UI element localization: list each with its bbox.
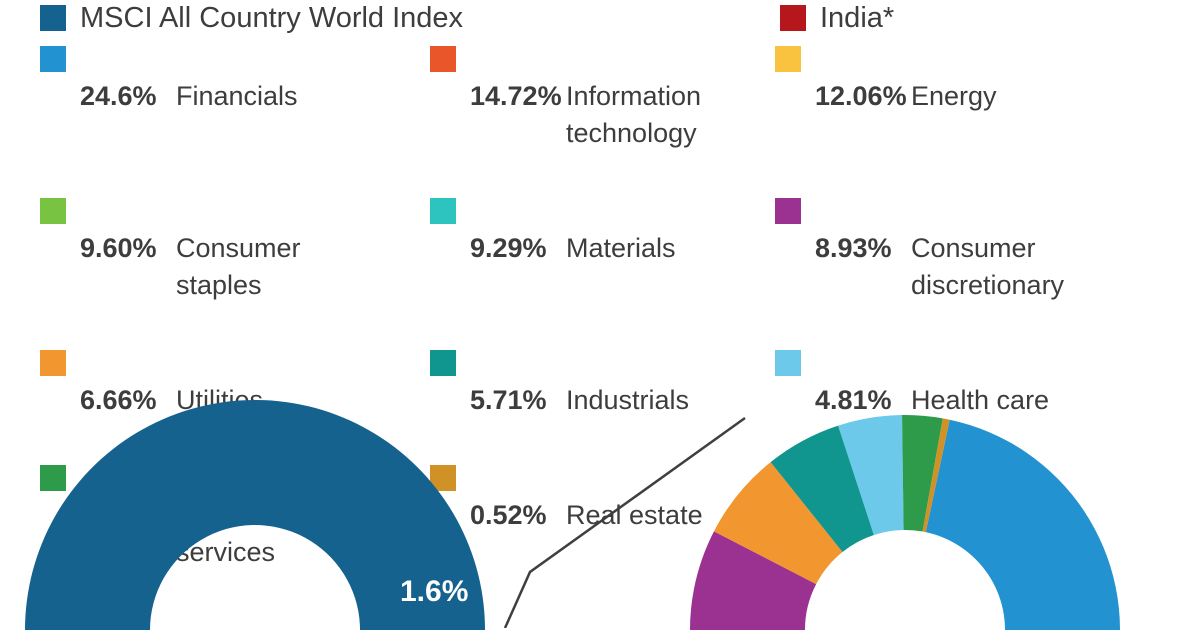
legend-entry-text: 12.06% Energy — [815, 41, 997, 152]
legend-label: Health care — [911, 385, 1050, 415]
legend-swatch-icon — [780, 5, 806, 31]
legend-swatch-icon — [40, 350, 66, 376]
legend-entry-text: 24.6% Financials — [80, 41, 298, 152]
legend-label: India* — [820, 2, 895, 34]
donut-index-value-label: 1.6% — [400, 575, 469, 608]
donut-india-svg — [690, 415, 1120, 635]
legend-header-row: MSCI All Country World Index India* — [40, 0, 1170, 37]
legend-entry-text: 9.60% Consumer staples — [80, 193, 301, 341]
legend-swatch-icon — [430, 198, 456, 224]
legend-entry-text: 9.29% Materials — [470, 193, 676, 304]
legend-label: Industrials — [566, 385, 690, 415]
donut-slice — [922, 418, 950, 533]
donut-slice — [838, 415, 904, 535]
legend-swatch-icon — [775, 350, 801, 376]
legend-item-industrials: 5.71% Industrials — [430, 345, 775, 456]
donut-slice — [770, 425, 874, 552]
legend-swatch-icon — [775, 198, 801, 224]
legend-swatch-icon — [40, 5, 66, 31]
legend-percent: 4.81% — [815, 385, 892, 415]
donut-slice — [25, 400, 485, 635]
legend-item-health-care: 4.81% Health care — [775, 345, 1170, 456]
legend-percent: 0.52% — [470, 500, 547, 530]
legend-row: 24.6% Financials 14.72% Information techno… — [40, 41, 1170, 189]
legend-item-financials: 24.6% Financials — [40, 41, 430, 189]
legend-percent: 14.72% — [470, 81, 562, 111]
legend-label: Materials — [566, 233, 676, 263]
legend-percent: 5.71% — [470, 385, 547, 415]
legend-entry-text: 8.93% Consumer discretionary — [815, 193, 1064, 341]
legend-entry-text: 0.52% Real estate — [470, 460, 703, 571]
legend-item-india: India* — [780, 0, 1170, 37]
legend-swatch-icon — [430, 350, 456, 376]
legend-percent: 8.93% — [815, 233, 892, 263]
donut-chart-india — [640, 390, 1180, 635]
legend-item-consumer-staples: 9.60% Consumer staples — [40, 193, 430, 341]
legend-percent: 12.06% — [815, 81, 907, 111]
legend-swatch-icon — [430, 46, 456, 72]
legend-item-consumer-discretionary: 8.93% Consumer discretionary — [775, 193, 1170, 341]
legend-label: MSCI All Country World Index — [80, 2, 464, 34]
legend-label: Financials — [176, 81, 298, 111]
legend-label: Consumer staples — [176, 233, 301, 300]
legend-row: 9.60% Consumer staples 9.29% Materials 8.9… — [40, 193, 1170, 341]
callout-connector — [503, 416, 746, 628]
legend-item-energy: 12.06% Energy — [775, 41, 1170, 189]
legend-item-information-technology: 14.72% Information technology — [430, 41, 775, 189]
legend-label: Energy — [911, 81, 997, 111]
donut-slice — [925, 419, 1120, 635]
donut-slice — [690, 531, 817, 635]
donut-charts — [0, 390, 1200, 635]
legend-item-materials: 9.29% Materials — [430, 193, 775, 341]
legend-item-index: MSCI All Country World Index — [40, 0, 780, 37]
legend-percent: 24.6% — [80, 81, 157, 111]
donut-slice — [713, 462, 843, 585]
legend-item-real-estate: 0.52% Real estate — [430, 460, 775, 608]
donut-slice — [902, 415, 943, 532]
legend-swatch-icon — [40, 198, 66, 224]
legend-swatch-icon — [40, 465, 66, 491]
legend-swatch-icon — [40, 46, 66, 72]
legend-label: Information technology — [566, 81, 702, 148]
legend-label: Consumer discretionary — [911, 233, 1065, 300]
legend-percent: 9.29% — [470, 233, 547, 263]
legend-entry-text: 5.71% Industrials — [470, 345, 689, 456]
legend-percent: 9.60% — [80, 233, 157, 263]
legend-swatch-icon — [775, 46, 801, 72]
legend-entry-text: 4.81% Health care — [815, 345, 1049, 456]
legend-entry-text: 14.72% Information technology — [470, 41, 701, 189]
legend-percent: 6.66% — [80, 385, 157, 415]
